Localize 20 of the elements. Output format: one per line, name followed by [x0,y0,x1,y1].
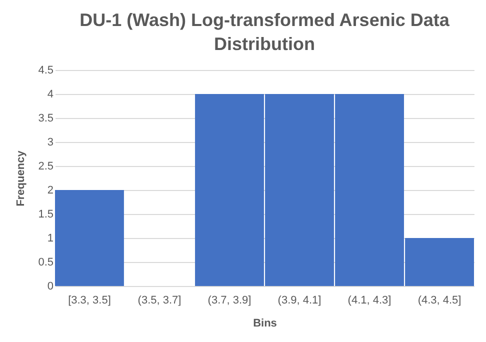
x-tick-label: (4.1, 4.3] [348,294,392,306]
y-tick-label: 2.5 [38,160,54,172]
x-tick-label: (4.3, 4.5] [418,294,462,306]
bar [55,190,124,286]
y-tick-label: 4 [47,88,54,100]
y-tick-label: 3.5 [38,112,54,124]
y-tick-label: 1.5 [38,208,54,220]
x-axis-title: Bins [253,318,277,330]
x-tick-label: (3.7, 3.9] [208,294,252,306]
y-tick-label: 0 [47,280,54,292]
x-tick-label: (3.5, 3.7] [138,294,182,306]
y-tick-label: 2 [47,184,54,196]
y-tick-label: 0.5 [38,256,54,268]
y-tick-label: 4.5 [38,64,54,76]
y-axis-title: Frequency [15,150,28,206]
y-tick-label: 1 [47,232,54,244]
y-tick-label: 3 [47,136,54,148]
x-tick-label: [3.3, 3.5] [68,294,111,306]
chart-title: DU-1 (Wash) Log-transformed Arsenic Data Distribution [80,10,450,54]
x-tick-label: (3.9, 4.1] [278,294,322,306]
